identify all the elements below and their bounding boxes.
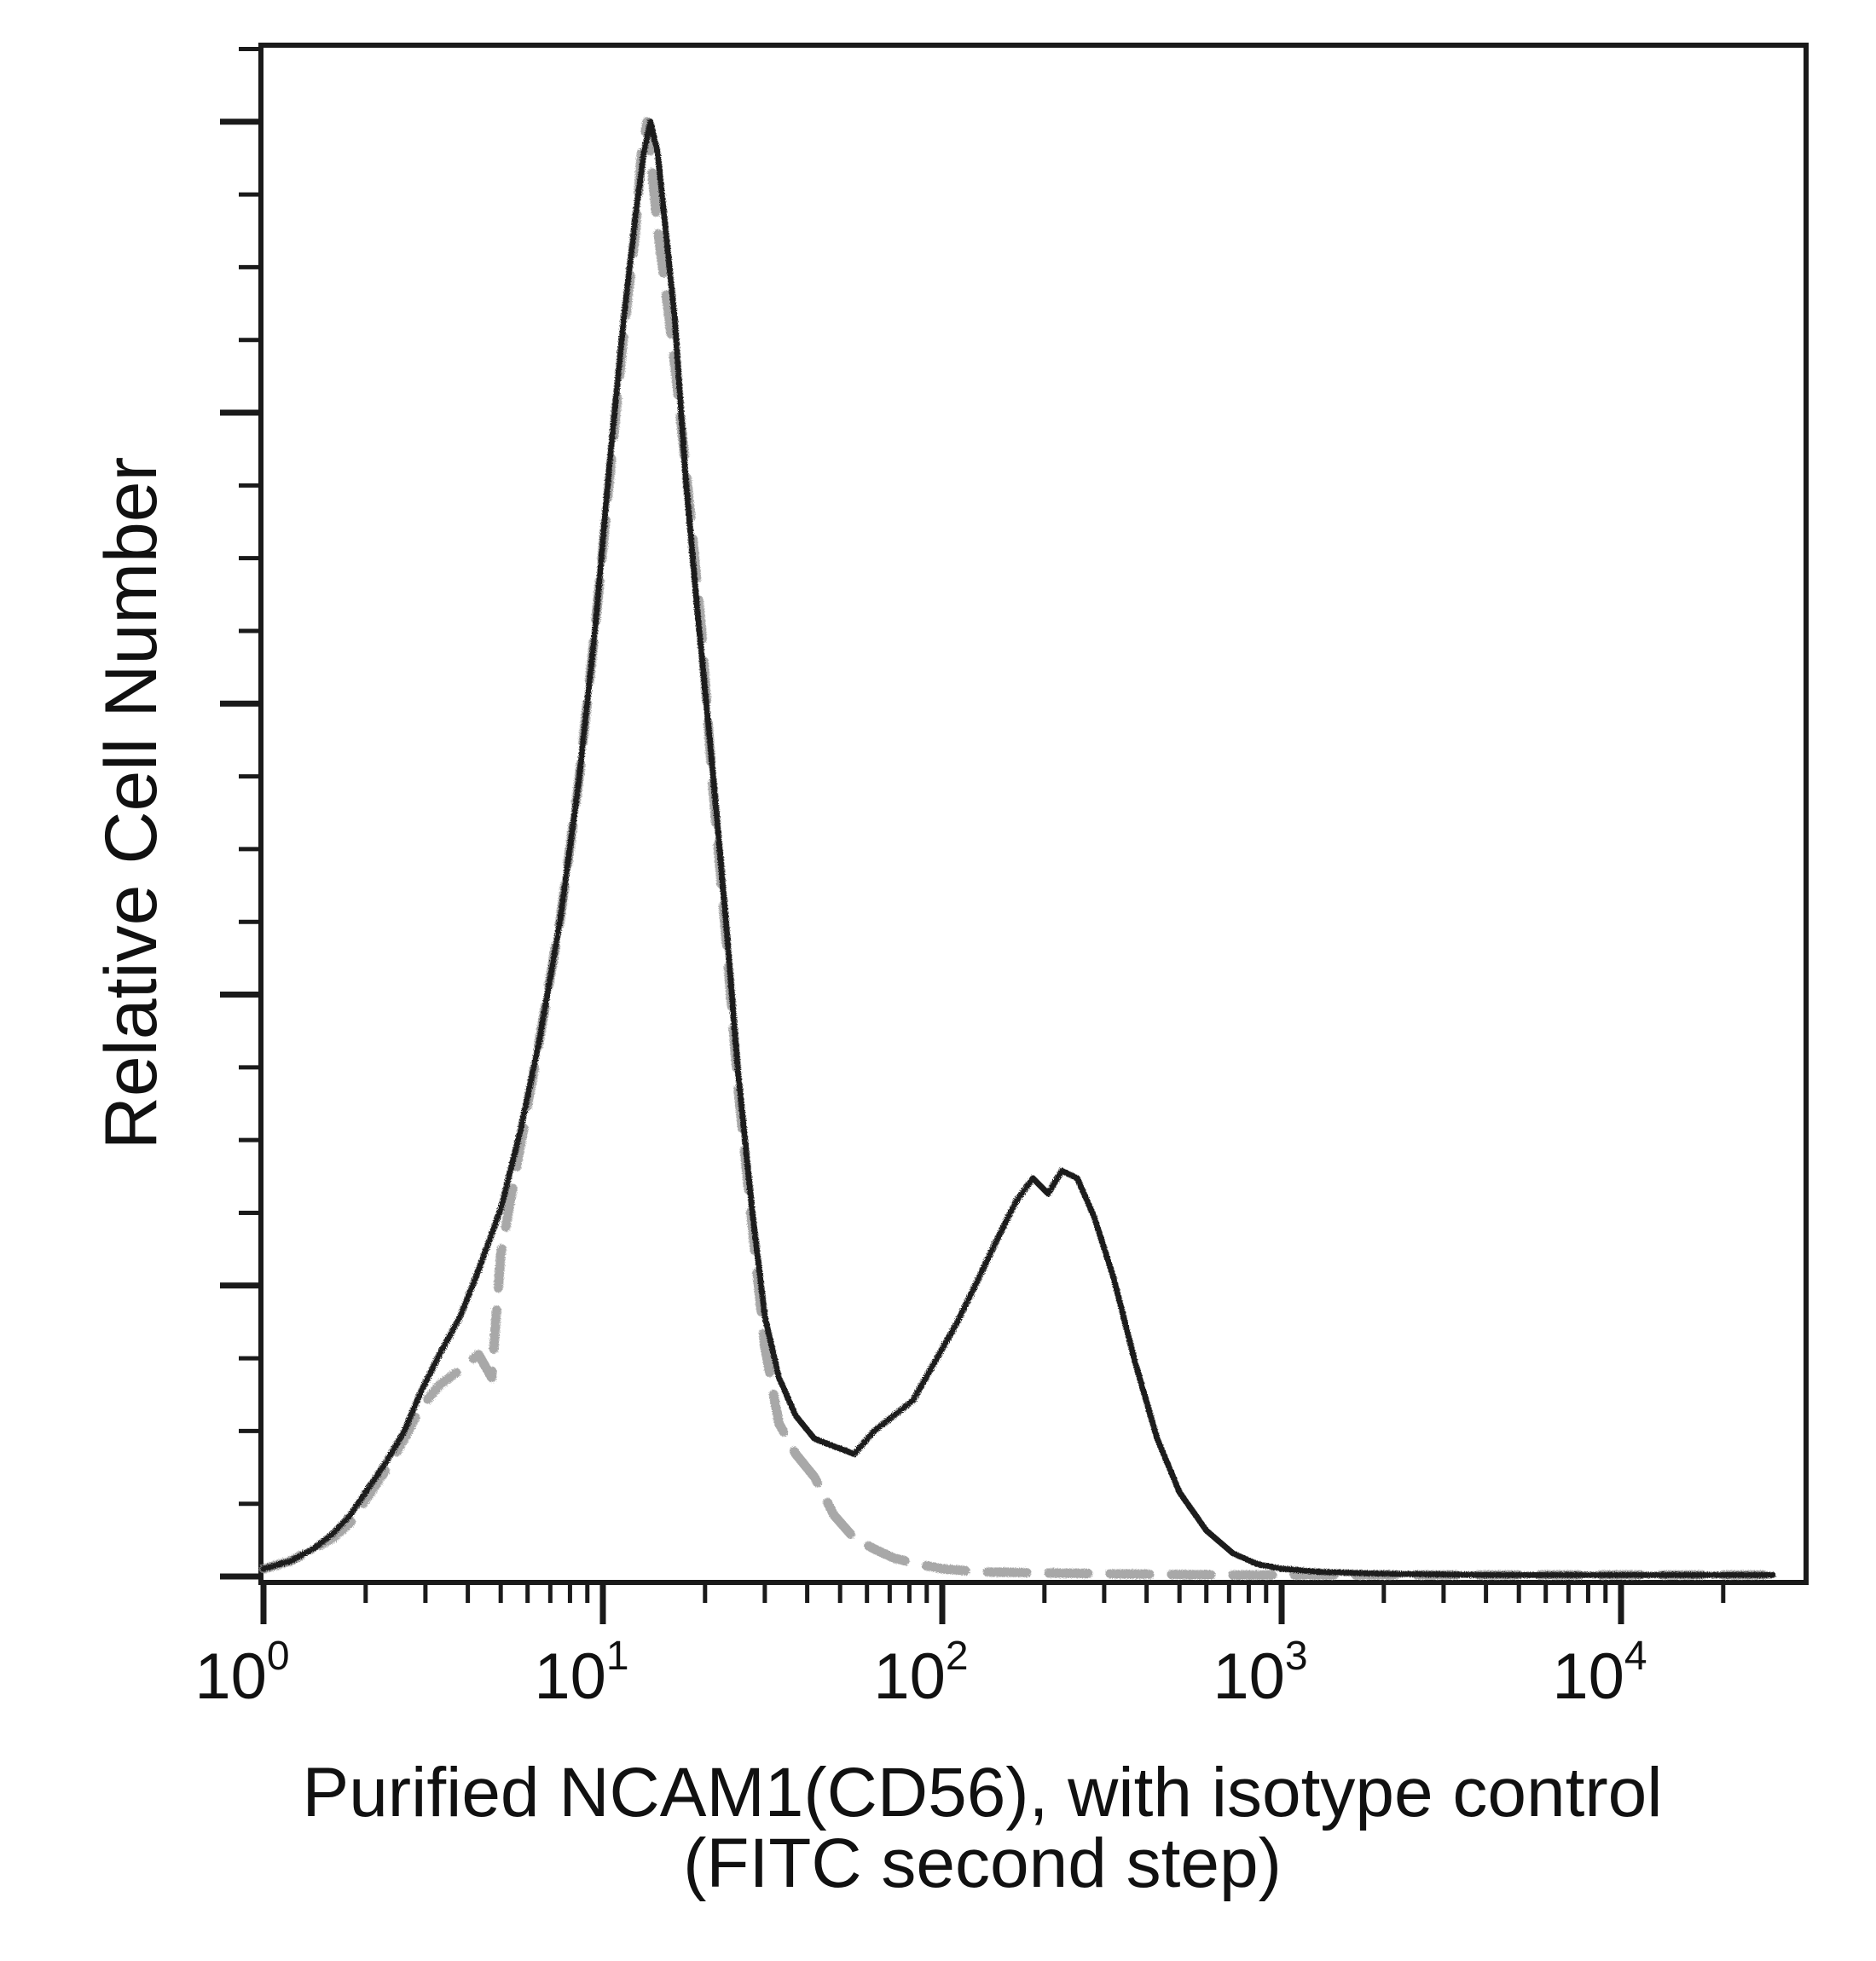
ncam1-series-line [260, 119, 1776, 1578]
x-tick-label: 102 [873, 1634, 968, 1713]
x-axis-ticks [260, 1580, 1726, 1624]
isotype-control-series-line [258, 117, 1778, 1580]
x-tick-label: 103 [1213, 1634, 1307, 1713]
y-axis-ticks [220, 46, 263, 1580]
x-axis-label-line2: (FITC second step) [683, 1825, 1282, 1902]
plot-frame [258, 43, 1809, 1585]
y-axis-label: Relative Cell Number [90, 457, 172, 1150]
x-tick-label: 104 [1552, 1634, 1647, 1713]
series-layer [258, 117, 1778, 1580]
x-axis-tick-labels: 100 101 102 103 104 [194, 1634, 1647, 1713]
x-tick-label: 101 [534, 1634, 628, 1713]
x-tick-label: 100 [194, 1634, 289, 1713]
x-axis-label-line1: Purified NCAM1(CD56), with isotype contr… [303, 1754, 1663, 1831]
